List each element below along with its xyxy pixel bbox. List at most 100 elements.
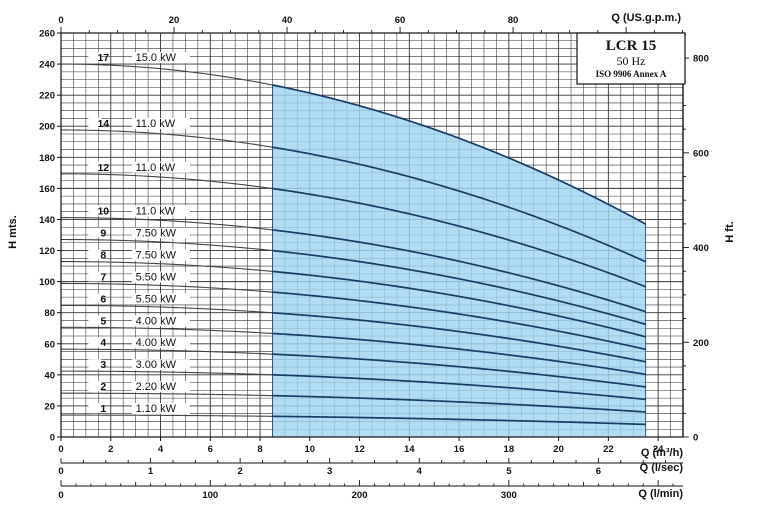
stage-label-4: 4 [100,337,106,349]
power-label-bg [131,227,190,239]
x-main-tick-label: 8 [257,444,262,455]
x-lmin-axis-title: Q (l/min) [638,488,683,500]
power-label-bg [131,293,190,305]
x-ls-tick-label: 0 [58,466,63,477]
power-label-bg [131,403,190,415]
curve-7-stages [272,291,646,351]
title-box: LCR 15 50 Hz ISO 9906 Annex A [576,32,686,85]
frequency-label: 50 Hz [617,54,646,68]
power-label-2: 2.20 kW [136,381,177,393]
model-name: LCR 15 [606,38,656,54]
stage-label-bg [88,161,102,172]
y-right-tick-label: 200 [693,338,709,349]
stage-label-bg [88,205,102,216]
power-label-6: 5.50 kW [136,293,177,305]
x-main-tick-label: 24 [653,444,664,455]
axes: 0204060801001201401601802002202402600200… [39,15,709,501]
curve-14-stages [272,146,647,263]
curve-9-stages-outside-range [60,238,273,252]
curve-4-stages [272,353,646,388]
power-label-bg [131,249,190,261]
x-main-tick-label: 20 [553,444,564,455]
y-left-tick-label: 240 [39,60,55,71]
power-label-10: 11.0 kW [136,206,176,218]
stage-label-12: 12 [97,162,109,174]
curve-3-stages-outside-range [61,370,273,376]
y-left-tick-label: 60 [44,339,55,350]
y-left-tick-label: 0 [50,433,55,444]
curve-10-stages [272,229,646,313]
standard-label: ISO 9906 Annex A [596,69,667,79]
power-label-bg [131,381,190,393]
curve-4-stages-outside-range [61,348,273,355]
curve-5-stages-outside-range [60,326,273,335]
power-label-12: 11.0 kW [136,162,176,174]
curve-17-stages [272,84,647,225]
stage-label-bg [88,315,102,326]
y-right-axis-title: H ft. [724,221,736,242]
curve-2-stages-outside-range [61,392,273,397]
stage-label-9: 9 [100,228,106,240]
curve-12-stages [272,187,646,288]
power-label-bg [131,337,190,349]
x-ls-tick-label: 2 [237,466,242,477]
power-label-bg [131,161,190,173]
y-left-tick-label: 40 [44,370,55,381]
power-label-3: 3.00 kW [136,359,177,371]
x-lmin-tick-label: 300 [501,490,517,501]
stage-label-14: 14 [97,118,109,130]
curve-8-stages [272,270,646,338]
y-right-tick-label: 400 [693,243,709,254]
power-label-bg [131,359,190,371]
x-main-tick-label: 6 [208,444,213,455]
y-left-tick-label: 120 [39,246,55,257]
x-ls-tick-label: 6 [596,466,601,477]
power-label-5: 4.00 kW [136,315,177,327]
curve-5-stages [272,332,646,376]
power-label-8: 7.50 kW [136,250,177,262]
x-main-axis-title: Q (m³/h) [641,447,683,459]
curve-9-stages [272,249,646,326]
curve-17-stages-outside-range [60,63,273,86]
stage-label-bg [88,249,102,260]
power-label-1: 1.10 kW [136,403,177,415]
stage-label-bg [88,337,102,348]
y-left-tick-label: 180 [39,153,55,164]
x-main-tick-label: 18 [504,444,515,455]
y-left-tick-label: 260 [39,29,55,40]
curve-7-stages-outside-range [60,282,273,293]
x-ls-tick-label: 1 [148,466,154,477]
curve-3-stages [272,373,646,401]
power-label-14: 11.0 kW [136,118,176,130]
x-main-tick-label: 0 [58,444,63,455]
curve-1-stages [272,415,646,426]
stage-label-8: 8 [100,250,106,262]
x-main-tick-label: 2 [108,444,113,455]
x-lmin-tick-label: 0 [58,490,63,501]
curve-10-stages-outside-range [60,217,273,231]
x-ls-tick-label: 5 [506,466,512,477]
y-left-axis-title: H mts. [7,215,19,249]
power-label-bg [131,271,190,283]
stage-label-6: 6 [100,293,106,305]
stage-label-7: 7 [100,271,106,283]
x-main-tick-label: 22 [603,444,614,455]
x-main-tick-label: 12 [354,444,365,455]
curve-6-stages-outside-range [60,304,273,314]
power-label-9: 7.50 kW [136,228,177,240]
y-right-tick-label: 800 [693,54,709,65]
stage-label-10: 10 [97,206,109,218]
stage-label-17: 17 [97,52,109,64]
y-left-tick-label: 100 [39,277,55,288]
x-top-tick-label: 0 [58,15,63,26]
y-left-tick-label: 20 [44,401,55,412]
curve-2-stages [272,394,646,413]
power-label-bg [131,315,190,327]
y-left-tick-label: 160 [39,184,55,195]
power-label-bg [131,52,190,64]
curve-14-stages-outside-range [60,129,273,148]
stage-label-bg [88,227,102,238]
x-ls-tick-label: 4 [417,466,423,477]
stage-label-1: 1 [100,403,106,415]
